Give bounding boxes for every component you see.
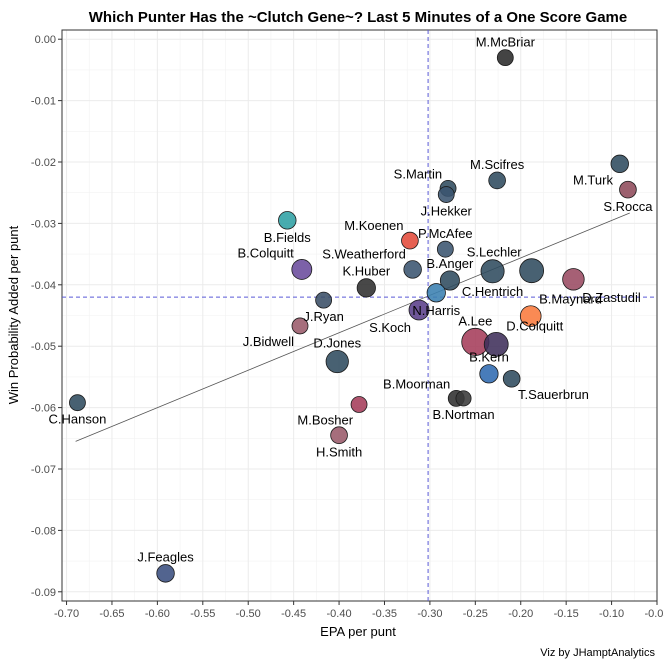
point-label: J.Feagles: [137, 550, 194, 565]
point-label: P.McAfee: [418, 226, 473, 241]
x-tick-label: -0.05: [644, 608, 664, 620]
trend-line: [75, 212, 630, 442]
data-point: [437, 186, 455, 203]
x-tick-label: -0.20: [508, 608, 533, 620]
point-label: M.Koenen: [344, 218, 403, 233]
x-tick-label: -0.55: [190, 608, 215, 620]
point-label: J.Bidwell: [243, 334, 294, 349]
y-tick-label: -0.06: [31, 403, 56, 415]
data-point: [315, 291, 333, 309]
point-label: B.Colquitt: [237, 245, 294, 260]
data-point: [69, 394, 86, 412]
point-label: H.Smith: [316, 445, 362, 460]
data-point: [619, 180, 637, 199]
x-tick-label: -0.45: [281, 608, 306, 620]
y-tick-label: -0.05: [31, 341, 56, 353]
data-point: [408, 299, 430, 321]
point-label: M.Scifres: [470, 157, 525, 172]
point-label: S.Lechler: [467, 245, 523, 260]
x-tick-label: -0.60: [145, 608, 170, 620]
data-point: [480, 259, 505, 284]
point-label: M.McBriar: [476, 35, 536, 50]
data-point: [502, 369, 521, 388]
point-label: K.Huber: [342, 264, 390, 279]
point-label: B.Kern: [469, 350, 509, 365]
data-point: [519, 258, 545, 284]
point-label: S.Weatherford: [322, 247, 406, 262]
y-tick-label: -0.01: [31, 96, 56, 108]
chart-title: Which Punter Has the ~Clutch Gene~? Last…: [89, 9, 627, 26]
point-label: D.Colquitt: [506, 318, 563, 333]
point-label: T.Sauerbrun: [518, 387, 589, 402]
data-point: [488, 171, 506, 190]
data-point: [483, 331, 509, 357]
data-labels: M.McBriar M.Turk S.Rocca M.Scifres S.Martin J…: [49, 35, 654, 565]
point-label: M.Turk: [573, 173, 613, 188]
point-label: B.Maynard: [539, 292, 602, 307]
data-point: [455, 390, 472, 407]
x-tick-label: -0.40: [327, 608, 352, 620]
x-tick-label: -0.25: [463, 608, 488, 620]
data-point: [278, 211, 297, 230]
point-label: B.Moorman: [383, 376, 450, 391]
y-axis-ticks: 0.00 -0.01 -0.02 -0.03 -0.04 -0.05 -0.06 -0.07 -…: [31, 34, 62, 599]
point-label: J.Ryan: [303, 309, 343, 324]
point-label: B.Fields: [264, 230, 311, 245]
chart-caption: Viz by JHamptAnalytics: [540, 647, 655, 659]
point-label: C.Hentrich: [462, 284, 523, 299]
x-tick-label: -0.65: [99, 608, 124, 620]
data-point: [350, 396, 368, 413]
y-tick-label: -0.02: [31, 157, 56, 169]
data-point: [562, 268, 585, 291]
y-tick-label: -0.08: [31, 525, 56, 537]
point-label: M.Bosher: [297, 413, 353, 428]
x-axis-title: EPA per punt: [320, 624, 396, 639]
x-tick-label: -0.70: [54, 608, 79, 620]
x-axis-ticks: -0.70 -0.65 -0.60 -0.55 -0.50 -0.45 -0.40 -0.35…: [54, 601, 664, 620]
point-label: S.Martin: [394, 166, 442, 181]
point-label: A.Lee: [458, 313, 492, 328]
data-point: [403, 260, 422, 279]
x-tick-label: -0.15: [554, 608, 579, 620]
data-point: [291, 317, 309, 335]
data-point: [426, 283, 446, 303]
point-label: D.Jones: [313, 335, 361, 350]
data-points: [69, 49, 637, 583]
y-tick-label: -0.03: [31, 218, 56, 230]
point-label: S.Koch: [369, 320, 411, 335]
plot-panel: M.McBriar M.Turk S.Rocca M.Scifres S.Martin J…: [49, 29, 658, 602]
data-point: [439, 270, 460, 291]
point-label: D.Zastudil: [582, 290, 641, 305]
point-label: B.Nortman: [432, 407, 494, 422]
y-tick-label: -0.09: [31, 587, 56, 599]
data-point: [479, 364, 499, 384]
x-tick-label: -0.35: [372, 608, 397, 620]
point-label: B.Anger: [426, 256, 474, 271]
x-tick-label: -0.10: [599, 608, 624, 620]
point-label: N.Harris: [412, 303, 460, 318]
x-tick-label: -0.30: [417, 608, 442, 620]
point-label: J.Hekker: [421, 204, 473, 219]
data-point: [330, 426, 348, 445]
y-tick-label: -0.04: [31, 280, 56, 292]
data-point: [291, 259, 313, 280]
x-tick-label: -0.50: [236, 608, 261, 620]
data-point: [610, 154, 629, 174]
data-point: [519, 305, 542, 327]
data-point: [401, 231, 419, 250]
point-label: S.Rocca: [603, 199, 653, 214]
point-label: C.Hanson: [49, 412, 107, 427]
data-point: [496, 49, 514, 67]
data-point: [436, 240, 454, 258]
data-point: [325, 349, 349, 374]
y-axis-title: Win Probability Added per punt: [6, 225, 21, 404]
y-tick-label: 0.00: [35, 34, 56, 46]
data-point: [156, 564, 175, 583]
y-tick-label: -0.07: [31, 464, 56, 476]
data-point: [356, 278, 376, 298]
panel-border: [61, 29, 658, 602]
